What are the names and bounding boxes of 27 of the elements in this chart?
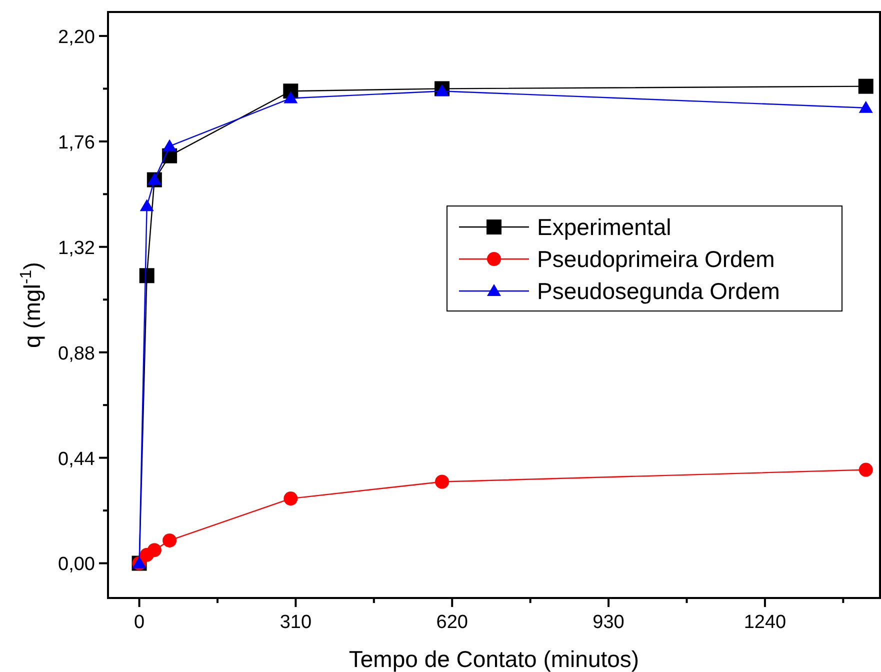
x-axis-title: Tempo de Contato (minutos) <box>348 646 640 672</box>
x-tick-label: 0 <box>134 612 145 633</box>
x-tick-label: 620 <box>436 612 468 633</box>
point <box>284 492 298 506</box>
y-tick-label: 0,44 <box>58 448 96 470</box>
x-tick-label: 1240 <box>744 612 786 633</box>
point <box>858 462 873 477</box>
point <box>162 139 177 152</box>
x-tick-label: 310 <box>280 612 312 633</box>
legend-label: Experimental <box>537 214 672 240</box>
point <box>284 91 298 104</box>
point <box>140 199 154 212</box>
x-tick-label: 930 <box>592 612 624 633</box>
point <box>162 533 177 548</box>
y-tick-label: 2,20 <box>58 26 95 48</box>
point <box>435 84 450 96</box>
point <box>147 543 162 558</box>
point <box>858 100 873 113</box>
point <box>858 78 874 94</box>
y-tick-label: 0,00 <box>58 554 95 576</box>
point <box>139 268 154 284</box>
y-tick-label: 1,32 <box>58 238 95 259</box>
legend-label: Pseudosegunda Ordem <box>537 278 780 304</box>
point <box>435 474 450 489</box>
y-tick-label: 0,88 <box>58 343 95 364</box>
legend-label: Pseudoprimeira Ordem <box>537 246 775 272</box>
y-tick-label: 1,76 <box>58 132 95 154</box>
